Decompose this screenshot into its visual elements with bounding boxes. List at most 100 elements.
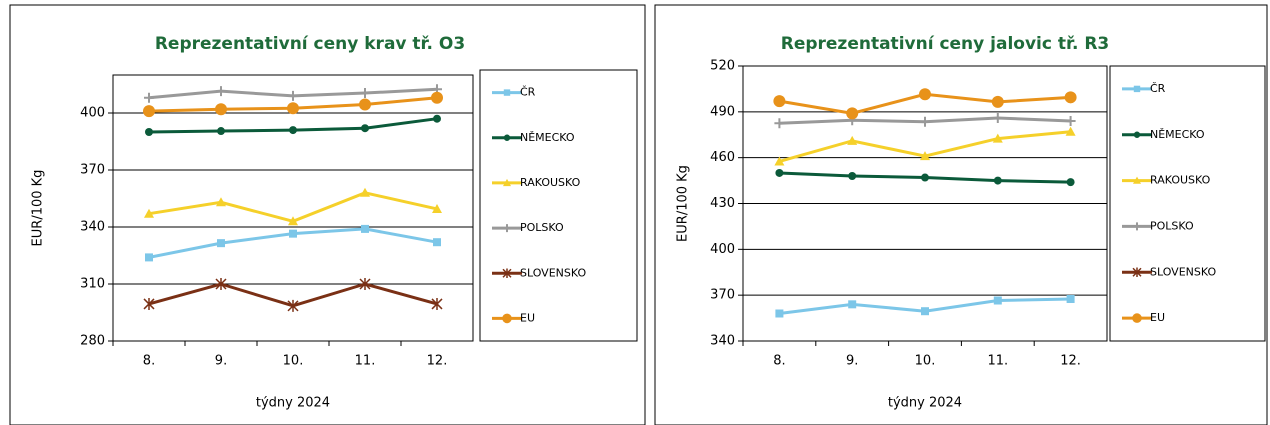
- marker-shape: [215, 103, 227, 116]
- marker-shape: [143, 105, 155, 118]
- marker-shape: [847, 135, 858, 145]
- marker: [216, 197, 226, 207]
- marker: [993, 176, 1002, 185]
- marker-shape: [217, 239, 225, 248]
- marker: [288, 216, 298, 226]
- marker-shape: [992, 112, 1003, 123]
- marker: [846, 107, 859, 120]
- marker-shape: [1066, 178, 1075, 187]
- marker-shape: [1064, 91, 1077, 104]
- marker: [1066, 294, 1075, 303]
- marker-shape: [1066, 294, 1075, 303]
- marker-shape: [359, 278, 371, 290]
- marker-shape: [502, 268, 512, 279]
- marker-shape: [503, 134, 511, 141]
- marker-shape: [774, 156, 785, 166]
- marker-shape: [289, 126, 297, 135]
- chart-title: Reprezentativní ceny jalovic tř. R3: [781, 34, 1110, 54]
- legend-label: NĚMECKO: [520, 131, 575, 144]
- marker: [992, 112, 1003, 123]
- marker-shape: [288, 90, 298, 101]
- x-tick-label: 9.: [215, 354, 227, 369]
- y-tick-label: 370: [80, 163, 105, 178]
- marker-shape: [1133, 176, 1141, 184]
- marker-shape: [920, 116, 930, 127]
- marker: [287, 299, 299, 312]
- x-tick-label: 12.: [427, 354, 448, 369]
- marker: [503, 224, 511, 233]
- marker: [143, 297, 155, 310]
- y-tick-label: 370: [710, 288, 735, 303]
- legend-label: POLSKO: [520, 221, 564, 234]
- marker-shape: [1133, 131, 1141, 138]
- marker-shape: [919, 88, 931, 101]
- marker-shape: [1132, 267, 1142, 278]
- marker: [217, 127, 225, 136]
- y-tick-label: 400: [710, 242, 735, 257]
- marker-shape: [215, 278, 227, 290]
- y-tick-label: 520: [710, 59, 735, 74]
- marker-shape: [359, 98, 371, 111]
- marker: [145, 253, 153, 262]
- marker-shape: [431, 91, 443, 104]
- legend-label: NĚMECKO: [1150, 128, 1205, 141]
- marker: [993, 296, 1002, 305]
- marker: [1065, 126, 1076, 136]
- marker: [143, 105, 155, 118]
- marker: [359, 98, 371, 111]
- marker: [431, 297, 443, 310]
- marker-shape: [1065, 116, 1076, 126]
- x-tick-label: 10.: [283, 354, 304, 369]
- y-axis-label: EUR/100 Kg: [676, 165, 691, 242]
- marker-shape: [1065, 126, 1076, 136]
- marker-shape: [992, 133, 1003, 143]
- marker-shape: [775, 168, 784, 177]
- marker: [502, 268, 512, 279]
- marker-shape: [145, 253, 153, 262]
- marker: [920, 116, 930, 127]
- marker-shape: [287, 299, 299, 312]
- y-tick-label: 340: [80, 220, 105, 235]
- marker-shape: [503, 89, 511, 96]
- marker-shape: [361, 224, 369, 233]
- marker-shape: [433, 114, 441, 123]
- y-tick-label: 490: [710, 104, 735, 119]
- marker: [775, 309, 784, 318]
- marker: [920, 151, 930, 161]
- marker: [503, 134, 511, 141]
- marker-shape: [216, 197, 226, 207]
- marker: [289, 229, 297, 238]
- marker-shape: [502, 313, 512, 324]
- marker: [144, 92, 154, 103]
- marker-shape: [144, 92, 154, 103]
- marker-shape: [920, 151, 930, 161]
- marker-shape: [503, 178, 511, 187]
- marker-shape: [431, 297, 443, 310]
- marker-shape: [288, 216, 298, 226]
- marker: [1133, 131, 1141, 138]
- x-tick-label: 11.: [355, 354, 376, 369]
- legend-label: EU: [1150, 311, 1165, 324]
- marker: [1065, 116, 1076, 126]
- y-tick-label: 400: [80, 106, 105, 121]
- marker: [1064, 91, 1077, 104]
- legend-label: RAKOUSKO: [1150, 174, 1211, 187]
- marker-shape: [993, 176, 1002, 185]
- marker: [503, 89, 511, 96]
- x-axis-label: týdny 2024: [888, 396, 962, 411]
- x-tick-label: 8.: [773, 354, 785, 369]
- marker: [433, 114, 441, 123]
- legend-label: SLOVENSKO: [1150, 265, 1216, 278]
- x-tick-label: 8.: [143, 354, 155, 369]
- marker-shape: [145, 128, 153, 136]
- marker-shape: [287, 102, 299, 115]
- marker: [919, 88, 931, 101]
- marker: [215, 103, 227, 116]
- y-tick-label: 280: [80, 334, 105, 349]
- marker: [921, 307, 929, 316]
- marker-shape: [846, 107, 859, 120]
- marker: [921, 173, 929, 182]
- marker: [360, 88, 370, 99]
- marker: [360, 187, 370, 197]
- marker-shape: [1132, 313, 1142, 323]
